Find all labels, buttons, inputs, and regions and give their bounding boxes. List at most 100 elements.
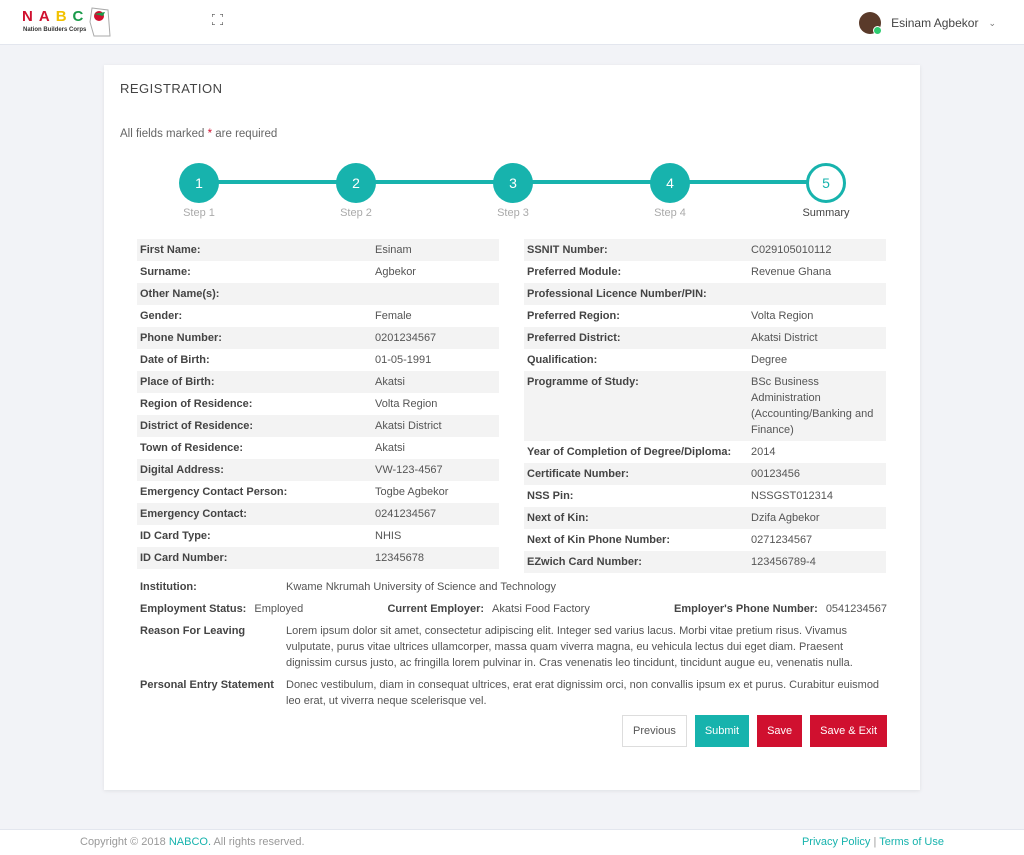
chevron-down-icon: ⌄ <box>988 17 996 28</box>
step-3-label: Step 3 <box>497 207 529 219</box>
field-label: SSNIT Number: <box>527 244 608 256</box>
institution-row: Institution: Kwame Nkrumah University of … <box>140 581 557 593</box>
field-value: VW-123-4567 <box>375 464 443 476</box>
statement-row: Personal Entry Statement Donec vestibulum… <box>140 679 880 707</box>
field-label: Phone Number: <box>140 332 222 344</box>
field-value: NSSGST012314 <box>751 490 833 502</box>
detail-row: Other Name(s): <box>137 283 499 305</box>
fullscreen-icon[interactable] <box>212 14 223 25</box>
field-label: Other Name(s): <box>140 288 220 300</box>
save-button[interactable]: Save <box>757 715 803 747</box>
field-value: 00123456 <box>751 468 800 480</box>
nabco-logo[interactable]: NABC Nation Builders Corps <box>22 6 112 40</box>
field-value: Esinam <box>375 244 412 256</box>
step-1-circle[interactable]: 1 <box>179 163 219 203</box>
terms-of-use-link[interactable]: Terms of Use <box>879 836 944 848</box>
step-2-label: Step 2 <box>340 207 372 219</box>
field-value: Togbe Agbekor <box>375 486 449 498</box>
employment-row: Employment Status: Employed Current Emplo… <box>140 603 887 615</box>
detail-row: Gender: Female <box>137 305 499 327</box>
field-value: Akatsi District <box>751 332 818 344</box>
field-value: Volta Region <box>375 398 438 410</box>
field-label: Gender: <box>140 310 183 322</box>
copyright: Copyright © 2018 NABCO. All rights reser… <box>80 836 305 848</box>
detail-row: Place of Birth: Akatsi <box>137 371 499 393</box>
step-5-circle[interactable]: 5 <box>806 163 846 203</box>
personal-details: First Name: Esinam Surname: Agbekor Other Na… <box>137 239 499 569</box>
field-value: Volta Region <box>751 310 814 322</box>
page-title: REGISTRATION <box>120 81 223 96</box>
detail-row: District of Residence: Akatsi District <box>137 415 499 437</box>
ghana-map-icon <box>89 7 111 37</box>
previous-button[interactable]: Previous <box>622 715 687 747</box>
field-label: Certificate Number: <box>527 468 630 480</box>
field-label: Emergency Contact Person: <box>140 486 288 498</box>
detail-row: Phone Number: 0201234567 <box>137 327 499 349</box>
detail-row: Region of Residence: Volta Region <box>137 393 499 415</box>
detail-row: Qualification: Degree <box>524 349 886 371</box>
step-4-circle[interactable]: 4 <box>650 163 690 203</box>
detail-row: Programme of Study: BSc Business Administ… <box>524 371 886 441</box>
field-label: Region of Residence: <box>140 398 253 410</box>
step-4-label: Step 4 <box>654 207 686 219</box>
field-label: Place of Birth: <box>140 376 215 388</box>
field-value: 123456789-4 <box>751 556 816 568</box>
avatar <box>859 12 883 35</box>
detail-row: Certificate Number: 00123456 <box>524 463 886 485</box>
detail-row: Preferred Module: Revenue Ghana <box>524 261 886 283</box>
step-2-circle[interactable]: 2 <box>336 163 376 203</box>
field-label: Next of Kin Phone Number: <box>527 534 671 546</box>
user-menu[interactable]: Esinam Agbekor ⌄ <box>859 12 996 35</box>
nabco-link[interactable]: NABCO. <box>168 836 212 848</box>
field-label: Date of Birth: <box>140 354 210 366</box>
field-value: Degree <box>751 354 788 366</box>
detail-row: ID Card Type: NHIS <box>137 525 499 547</box>
field-value: Agbekor <box>375 266 416 278</box>
detail-row: Year of Completion of Degree/Diploma: 201… <box>524 441 886 463</box>
field-value: Revenue Ghana <box>751 266 832 278</box>
step-3-circle[interactable]: 3 <box>493 163 533 203</box>
detail-row: ID Card Number: 12345678 <box>137 547 499 569</box>
field-label: Next of Kin: <box>527 512 589 524</box>
privacy-policy-link[interactable]: Privacy Policy <box>801 836 871 848</box>
field-value: Akatsi District <box>375 420 442 432</box>
detail-row: NSS Pin: NSSGST012314 <box>524 485 886 507</box>
detail-row: Town of Residence: Akatsi <box>137 437 499 459</box>
top-bar: NABC Nation Builders Corps Esinam Agbeko… <box>0 0 1024 45</box>
detail-row: Professional Licence Number/PIN: <box>524 283 886 305</box>
field-value: 0241234567 <box>375 508 437 520</box>
field-label: Town of Residence: <box>140 442 244 454</box>
programme-details: SSNIT Number: C029105010112 Preferred Modu… <box>524 239 886 573</box>
field-label: Digital Address: <box>140 464 224 476</box>
detail-row: Preferred Region: Volta Region <box>524 305 886 327</box>
detail-row: Surname: Agbekor <box>137 261 499 283</box>
footer: Copyright © 2018 NABCO. All rights reser… <box>0 829 1024 855</box>
field-label: ID Card Type: <box>140 530 211 542</box>
field-label: Programme of Study: <box>527 376 639 388</box>
detail-row: Emergency Contact: 0241234567 <box>137 503 499 525</box>
field-value: C029105010112 <box>751 244 832 256</box>
field-label: Emergency Contact: <box>140 508 247 520</box>
field-label: Qualification: <box>527 354 598 366</box>
field-label: First Name: <box>140 244 201 256</box>
field-label: Preferred District: <box>527 332 621 344</box>
field-value: 12345678 <box>375 552 424 564</box>
field-label: Professional Licence Number/PIN: <box>527 288 707 300</box>
logo-subtitle: Nation Builders Corps <box>23 27 87 33</box>
field-value: Akatsi <box>375 442 405 454</box>
detail-row: EZwich Card Number: 123456789-4 <box>524 551 886 573</box>
submit-button[interactable]: Submit <box>694 715 750 747</box>
field-label: Year of Completion of Degree/Diploma: <box>527 446 732 458</box>
reason-row: Reason For Leaving Lorem ipsum dolor sit … <box>140 625 853 669</box>
user-name: Esinam Agbekor <box>891 16 979 30</box>
field-label: NSS Pin: <box>527 490 574 502</box>
field-label: ID Card Number: <box>140 552 228 564</box>
field-value: 01-05-1991 <box>375 354 432 366</box>
step-1-label: Step 1 <box>183 207 215 219</box>
field-value: Akatsi <box>375 376 405 388</box>
detail-row: Emergency Contact Person: Togbe Agbekor <box>137 481 499 503</box>
detail-row: SSNIT Number: C029105010112 <box>524 239 886 261</box>
save-exit-button[interactable]: Save & Exit <box>810 715 887 747</box>
detail-row: Next of Kin: Dzifa Agbekor <box>524 507 886 529</box>
field-label: District of Residence: <box>140 420 254 432</box>
